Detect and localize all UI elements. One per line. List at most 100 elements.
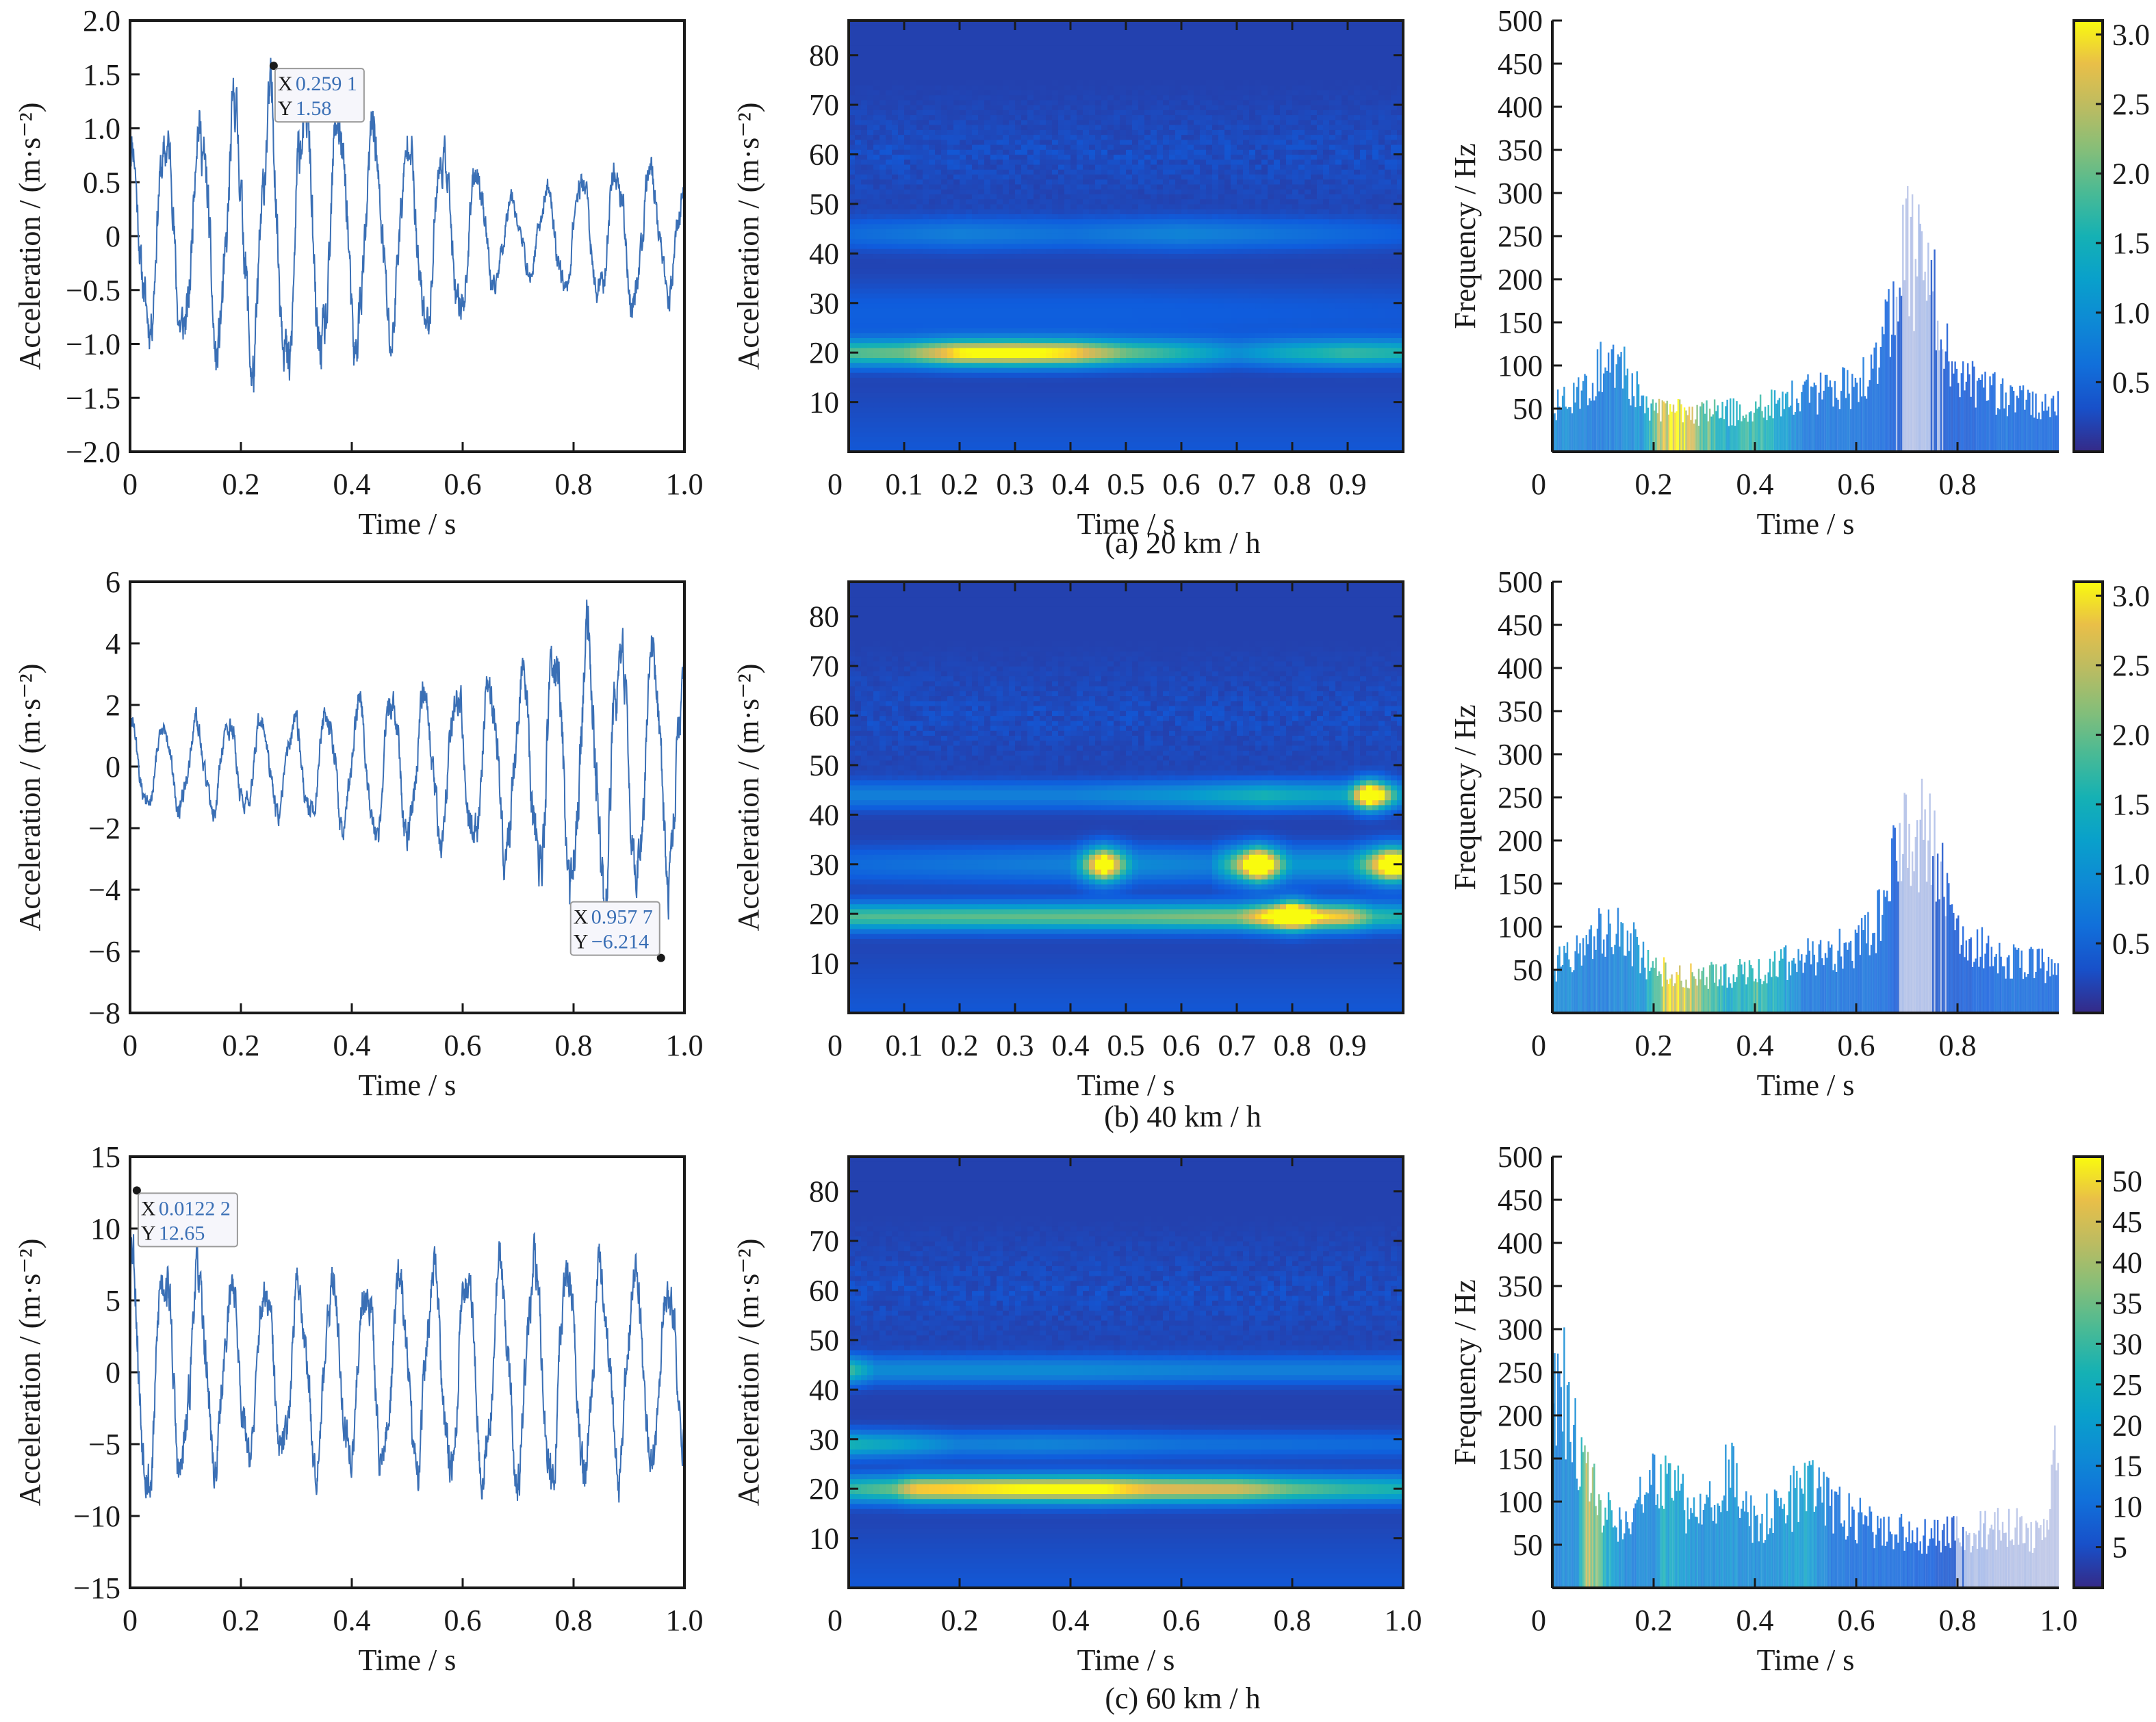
heatmap-cell bbox=[1323, 258, 1330, 264]
heatmap-cell bbox=[1261, 209, 1268, 214]
heatmap-cell bbox=[960, 357, 966, 363]
heatmap-cell bbox=[923, 313, 929, 318]
heatmap-cell bbox=[1286, 253, 1293, 259]
heatmap-cell bbox=[960, 258, 966, 264]
heatmap-cell bbox=[941, 387, 948, 393]
heatmap-cell bbox=[923, 417, 929, 423]
heatmap-cell bbox=[1034, 308, 1040, 313]
heatmap-cell bbox=[1231, 268, 1237, 274]
heatmap-cell bbox=[966, 328, 973, 333]
heatmap-cell bbox=[1027, 298, 1034, 304]
heatmap-cell bbox=[1261, 229, 1268, 234]
heatmap-cell bbox=[1114, 223, 1120, 229]
heatmap-cell bbox=[898, 203, 905, 209]
heatmap-cell bbox=[1188, 382, 1194, 388]
heatmap-cell bbox=[990, 322, 997, 329]
heatmap-cell bbox=[1175, 387, 1182, 393]
heatmap-cell bbox=[1323, 377, 1330, 383]
heatmap-cell bbox=[886, 194, 893, 200]
heatmap-cell bbox=[1397, 313, 1404, 318]
heatmap-cell bbox=[1188, 233, 1194, 240]
heatmap-cell bbox=[1021, 278, 1028, 284]
heatmap-cell bbox=[1329, 233, 1336, 240]
heatmap-cell bbox=[1317, 308, 1324, 313]
heatmap-cell bbox=[984, 377, 991, 383]
heatmap-cell bbox=[972, 318, 979, 324]
heatmap-cell bbox=[1212, 402, 1219, 408]
heatmap-cell bbox=[972, 229, 979, 234]
heatmap-cell bbox=[1317, 258, 1324, 264]
heatmap-cell bbox=[929, 209, 936, 214]
heatmap-cell bbox=[1009, 392, 1016, 398]
heatmap-cell bbox=[1083, 397, 1090, 403]
heatmap-cell bbox=[960, 214, 966, 220]
heatmap-cell bbox=[984, 417, 991, 423]
heatmap-cell bbox=[1274, 397, 1281, 403]
heatmap-cell bbox=[1391, 184, 1398, 190]
heatmap-cell bbox=[1317, 229, 1324, 234]
heatmap-cell bbox=[1120, 352, 1127, 358]
heatmap-cell bbox=[972, 278, 979, 284]
datatip-x-label: X bbox=[278, 73, 293, 95]
heatmap-cell bbox=[984, 397, 991, 403]
heatmap-cell bbox=[1268, 293, 1274, 299]
heatmap-cell bbox=[1157, 189, 1164, 194]
heatmap-cell bbox=[960, 446, 966, 452]
heatmap-cell bbox=[1305, 184, 1311, 190]
heatmap-cell bbox=[1107, 352, 1114, 358]
heatmap-cell bbox=[1144, 283, 1151, 289]
heatmap-cell bbox=[1200, 238, 1207, 244]
heatmap-cell bbox=[1015, 273, 1022, 279]
heatmap-cell bbox=[861, 283, 868, 289]
heatmap-cell bbox=[886, 273, 893, 279]
heatmap-cell bbox=[1360, 412, 1367, 417]
heatmap-cell bbox=[960, 229, 966, 234]
heatmap-cell bbox=[1101, 278, 1108, 284]
heatmap-cell bbox=[1070, 337, 1077, 344]
heatmap-cell bbox=[1015, 313, 1022, 318]
heatmap-cell bbox=[1335, 298, 1342, 304]
heatmap-cell bbox=[941, 352, 948, 358]
heatmap-cell bbox=[1255, 377, 1262, 383]
heatmap-cell bbox=[1138, 372, 1145, 378]
heatmap-cell bbox=[947, 333, 954, 338]
heatmap-cell bbox=[1231, 357, 1237, 363]
heatmap-cell bbox=[1237, 377, 1244, 383]
heatmap-cell bbox=[1015, 392, 1022, 398]
heatmap-cell bbox=[984, 337, 991, 344]
heatmap-cell bbox=[1083, 333, 1090, 338]
heatmap-cell bbox=[1212, 184, 1219, 190]
heatmap-cell bbox=[1385, 218, 1391, 224]
heatmap-cell bbox=[1163, 179, 1170, 185]
heatmap-cell bbox=[1224, 377, 1231, 383]
heatmap-cell bbox=[867, 318, 874, 324]
heatmap-cell bbox=[923, 397, 929, 403]
heatmap-cell bbox=[1138, 258, 1145, 264]
heatmap-cell bbox=[892, 278, 899, 284]
heatmap-cell bbox=[984, 446, 991, 452]
heatmap-cell bbox=[1046, 357, 1053, 363]
heatmap-cell bbox=[1335, 333, 1342, 338]
heatmap-cell bbox=[886, 214, 893, 220]
heatmap-cell bbox=[1317, 303, 1324, 309]
heatmap-cell bbox=[960, 288, 966, 294]
heatmap-cell bbox=[1206, 417, 1213, 423]
heatmap-cell bbox=[880, 347, 886, 353]
heatmap-cell bbox=[1040, 426, 1047, 433]
heatmap-cell bbox=[1169, 288, 1176, 294]
heatmap-cell bbox=[916, 437, 923, 443]
heatmap-cell bbox=[849, 229, 856, 234]
heatmap-cell bbox=[1261, 337, 1268, 344]
heatmap-cell bbox=[1163, 238, 1170, 244]
heatmap-cell bbox=[1040, 372, 1047, 378]
heatmap-cell bbox=[898, 437, 905, 443]
heatmap-cell bbox=[1378, 362, 1385, 368]
heatmap-cell bbox=[849, 179, 856, 185]
heatmap-cell bbox=[1243, 426, 1250, 433]
heatmap-cell bbox=[880, 214, 886, 220]
heatmap-cell bbox=[873, 223, 880, 229]
heatmap-cell bbox=[1342, 387, 1348, 393]
heatmap-cell bbox=[1212, 203, 1219, 209]
heatmap-cell bbox=[1397, 209, 1404, 214]
heatmap-cell bbox=[1292, 243, 1299, 249]
